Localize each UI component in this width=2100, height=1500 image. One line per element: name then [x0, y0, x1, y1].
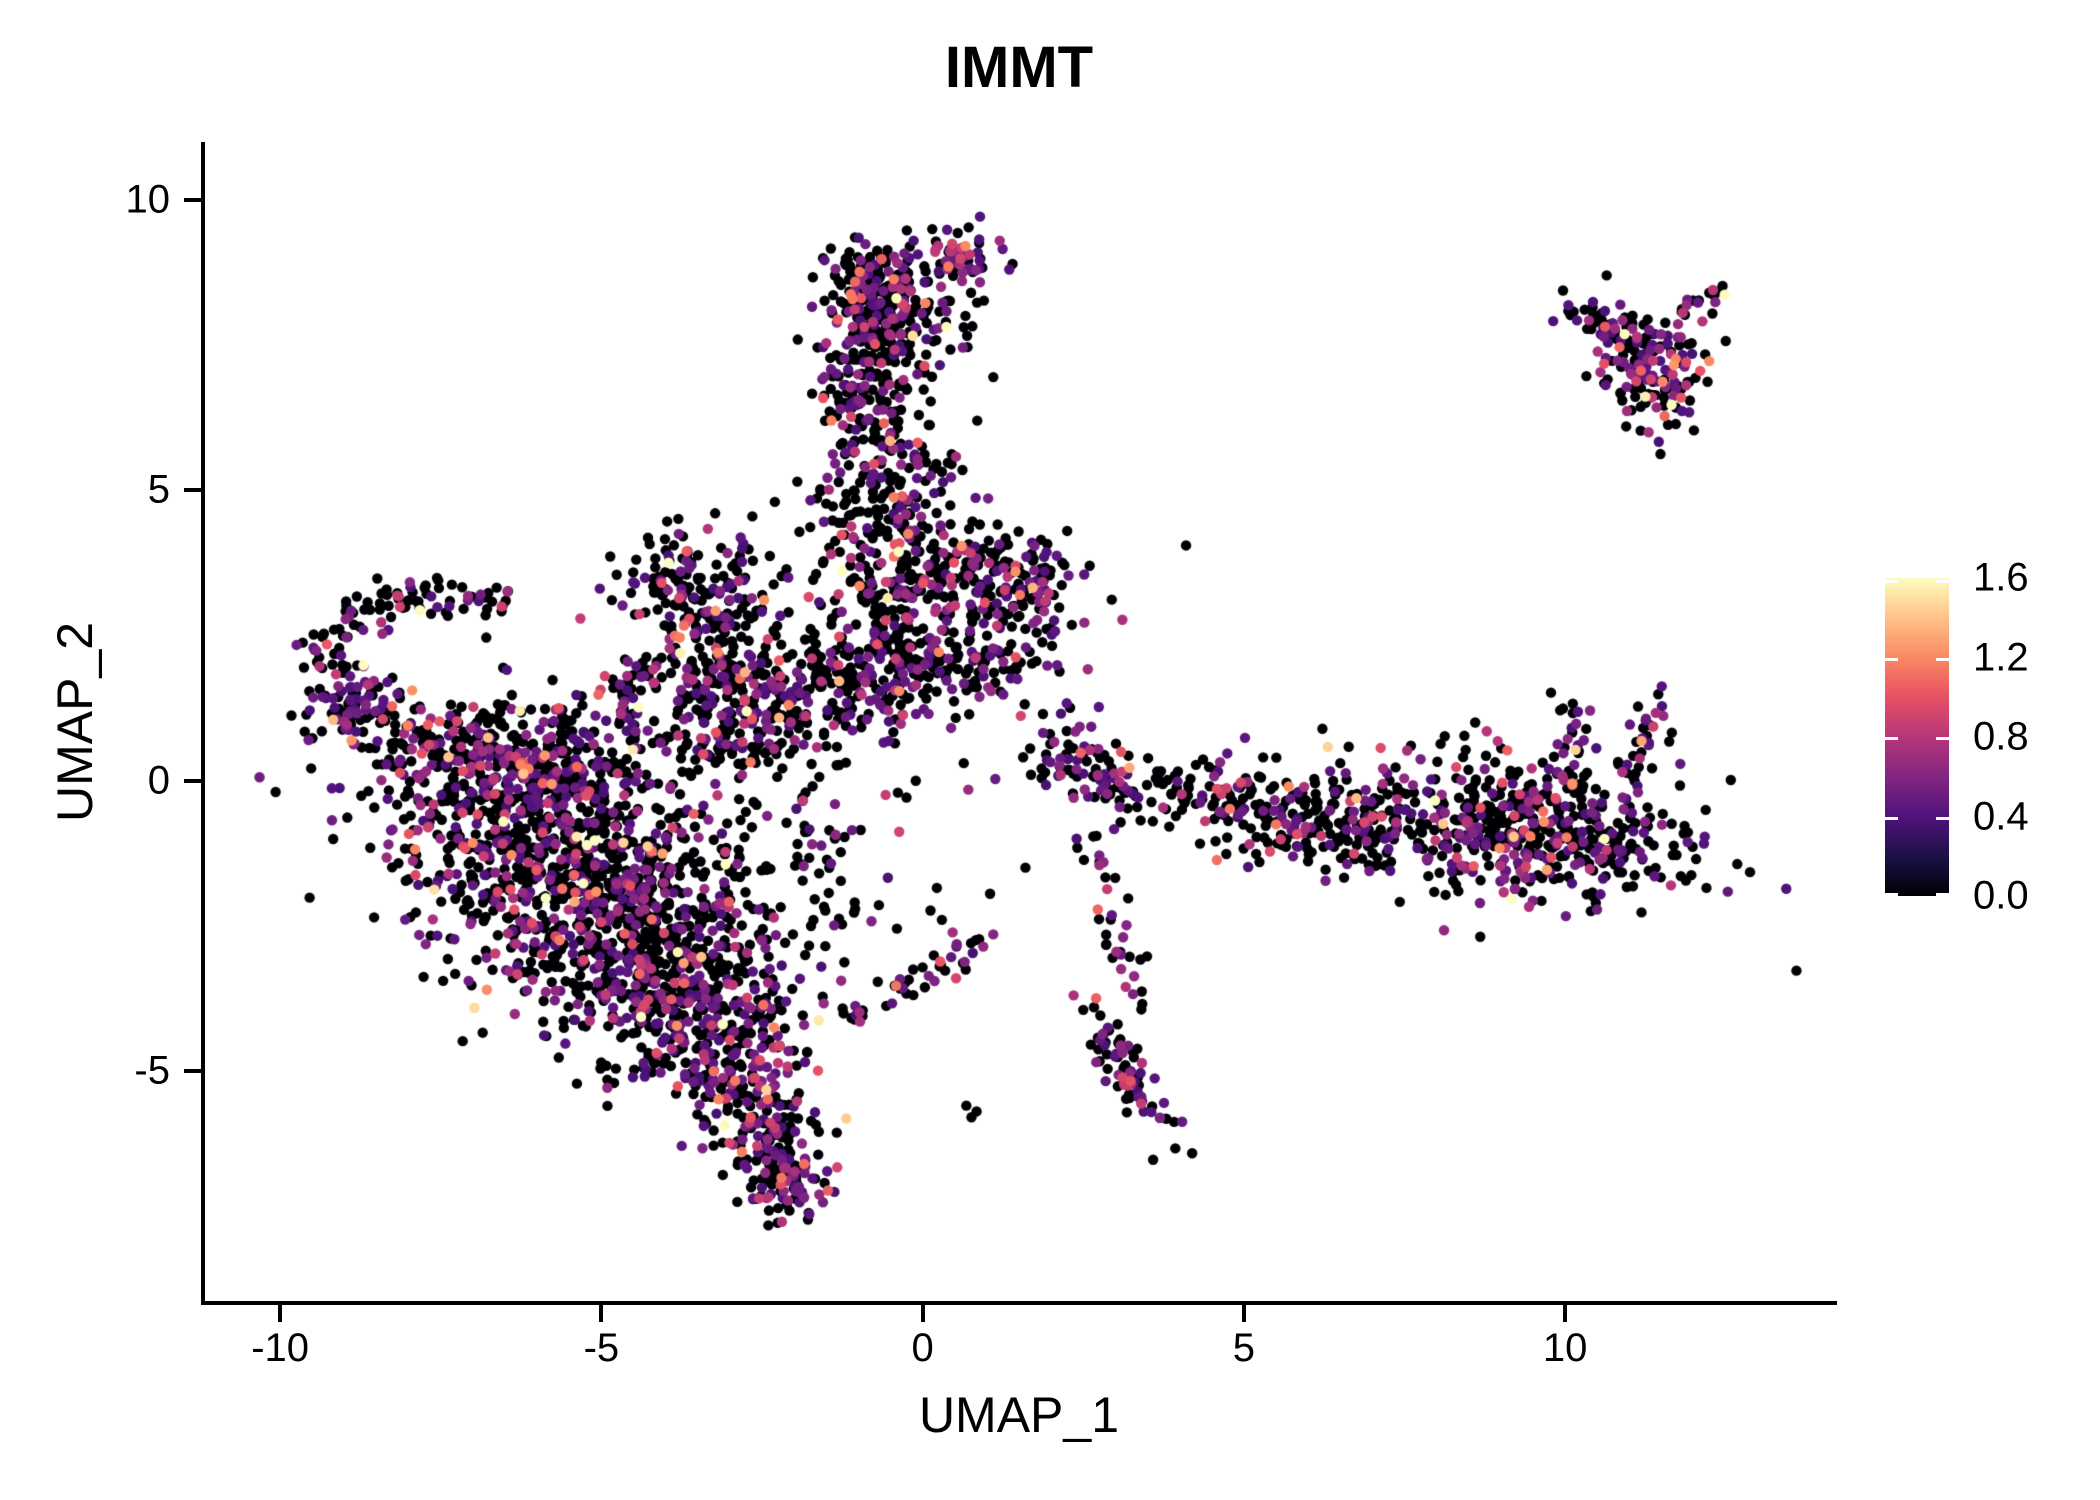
- colorbar-tick: [1936, 579, 1949, 583]
- colorbar-tick-label: 1.6: [1973, 555, 2029, 600]
- colorbar-tick-label: 0.0: [1973, 873, 2029, 918]
- y-tick: [184, 1068, 201, 1073]
- x-tick: [278, 1305, 283, 1322]
- colorbar-tick-label: 0.8: [1973, 714, 2029, 759]
- x-tick-label: 10: [1542, 1326, 1588, 1370]
- colorbar-tick: [1885, 893, 1898, 896]
- y-tick: [184, 778, 201, 783]
- x-tick: [1241, 1305, 1246, 1322]
- colorbar-tick: [1936, 657, 1949, 661]
- y-tick-label: -5: [134, 1048, 170, 1093]
- colorbar-tick: [1936, 737, 1949, 740]
- colorbar-tick: [1936, 816, 1949, 820]
- x-tick-label: 0: [911, 1326, 934, 1370]
- y-axis-line: [201, 142, 205, 1305]
- colorbar-tick: [1885, 657, 1898, 661]
- y-tick-label: 10: [125, 177, 171, 222]
- x-tick-label: 5: [1232, 1326, 1255, 1370]
- y-tick-label: 0: [147, 758, 170, 803]
- chart-title: IMMT: [944, 35, 1094, 100]
- x-tick: [599, 1305, 604, 1322]
- colorbar-tick: [1885, 816, 1898, 820]
- x-tick-label: -10: [251, 1326, 309, 1370]
- x-tick-label: -5: [583, 1326, 620, 1370]
- colorbar-tick-label: 0.4: [1973, 794, 2029, 838]
- y-axis-title: UMAP_2: [47, 621, 103, 823]
- colorbar-tick: [1936, 893, 1949, 896]
- y-tick: [184, 488, 201, 493]
- x-axis-title: UMAP_1: [918, 1387, 1120, 1443]
- y-tick: [184, 198, 201, 203]
- x-tick: [1563, 1305, 1568, 1322]
- colorbar-tick: [1885, 737, 1898, 740]
- colorbar-tick: [1885, 579, 1898, 583]
- x-tick: [920, 1305, 925, 1322]
- colorbar-tick-label: 1.2: [1973, 635, 2029, 679]
- x-axis-line: [201, 1301, 1837, 1305]
- y-tick-label: 5: [147, 467, 170, 512]
